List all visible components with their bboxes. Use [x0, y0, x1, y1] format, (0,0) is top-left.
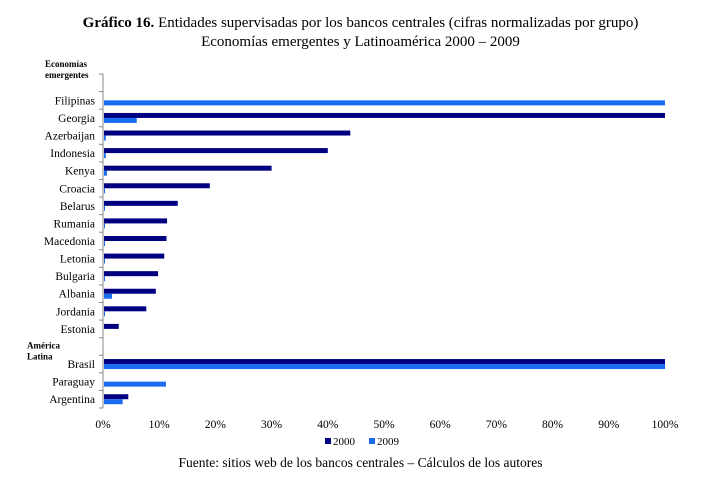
- title-prefix: Gráfico 16.: [82, 15, 155, 31]
- category-label: Albania: [59, 289, 95, 301]
- bar-2000: [104, 200, 178, 206]
- bar-2009: [104, 205, 105, 211]
- bar-2000: [104, 148, 328, 154]
- legend-swatch-2009: [369, 438, 375, 444]
- bar-2009: [104, 188, 105, 194]
- bar-2000: [104, 130, 351, 136]
- bar-2000: [104, 394, 129, 400]
- bar-2009: [104, 399, 123, 405]
- x-tick-label: 10%: [149, 419, 171, 431]
- x-tick-label: 70%: [486, 419, 508, 431]
- bar-2000: [104, 218, 168, 224]
- bar-2009: [104, 153, 106, 159]
- bar-2000: [104, 359, 665, 365]
- bar-2000: [104, 183, 210, 189]
- x-tick-label: 90%: [598, 419, 620, 431]
- bar-2009: [104, 241, 105, 246]
- source-note: Fuente: sitios web de los bancos central…: [178, 455, 543, 470]
- x-tick-label: 80%: [542, 419, 564, 431]
- bar-2009: [104, 381, 166, 387]
- bar-2009: [104, 276, 105, 282]
- category-label: Filipinas: [55, 95, 96, 107]
- category-label: Jordania: [56, 306, 95, 318]
- category-label: Paraguay: [52, 377, 95, 389]
- category-label: Estonia: [61, 324, 96, 336]
- bar-2000: [104, 165, 272, 171]
- title-line1: Entidades supervisadas por los bancos ce…: [158, 15, 639, 31]
- x-tick-label: 40%: [317, 419, 339, 431]
- bar-2000: [104, 271, 159, 277]
- category-label: Macedonia: [44, 236, 95, 248]
- bar-2009: [104, 364, 665, 370]
- x-tick-label: 100%: [652, 419, 679, 431]
- legend-label: 2000: [333, 436, 356, 448]
- bar-2000: [104, 323, 119, 329]
- x-tick-label: 20%: [205, 419, 227, 431]
- bar-2000: [104, 288, 156, 294]
- bar-2009: [104, 100, 665, 106]
- bar-2009: [104, 135, 106, 141]
- bar-2009: [104, 311, 105, 317]
- bar-2009: [104, 223, 105, 229]
- x-tick-label: 30%: [261, 419, 283, 431]
- bar-2000: [104, 306, 147, 312]
- chart-title: Gráfico 16. Entidades supervisadas por l…: [0, 14, 721, 52]
- legend-label: 2009: [377, 436, 400, 448]
- group-label: América: [27, 340, 60, 350]
- bar-2000: [104, 253, 165, 259]
- category-label: Croacia: [59, 183, 95, 195]
- category-label: Rumania: [53, 218, 95, 230]
- category-label: Argentina: [49, 394, 95, 406]
- x-tick-label: 60%: [430, 419, 452, 431]
- category-label: Bulgaria: [55, 271, 95, 283]
- bar-2009: [104, 170, 107, 176]
- group-label: Economías: [45, 59, 88, 69]
- group-label: Latina: [27, 351, 53, 361]
- x-tick-label: 0%: [95, 419, 111, 431]
- category-label: Indonesia: [50, 148, 95, 160]
- bar-2009: [104, 117, 137, 123]
- legend-swatch-2000: [325, 438, 331, 444]
- group-label: emergentes: [45, 70, 89, 80]
- category-label: Belarus: [60, 201, 96, 213]
- category-label: Georgia: [58, 113, 95, 125]
- title-line2: Economías emergentes y Latinoamérica 200…: [201, 34, 520, 50]
- category-label: Letonia: [60, 254, 95, 266]
- category-label: Azerbaijan: [45, 131, 96, 143]
- category-label: Kenya: [65, 166, 95, 178]
- bar-2000: [104, 236, 167, 241]
- bar-2009: [104, 293, 112, 299]
- bar-2009: [104, 258, 105, 264]
- bar-2000: [104, 112, 665, 118]
- category-label: Brasil: [68, 359, 95, 371]
- x-tick-label: 50%: [373, 419, 395, 431]
